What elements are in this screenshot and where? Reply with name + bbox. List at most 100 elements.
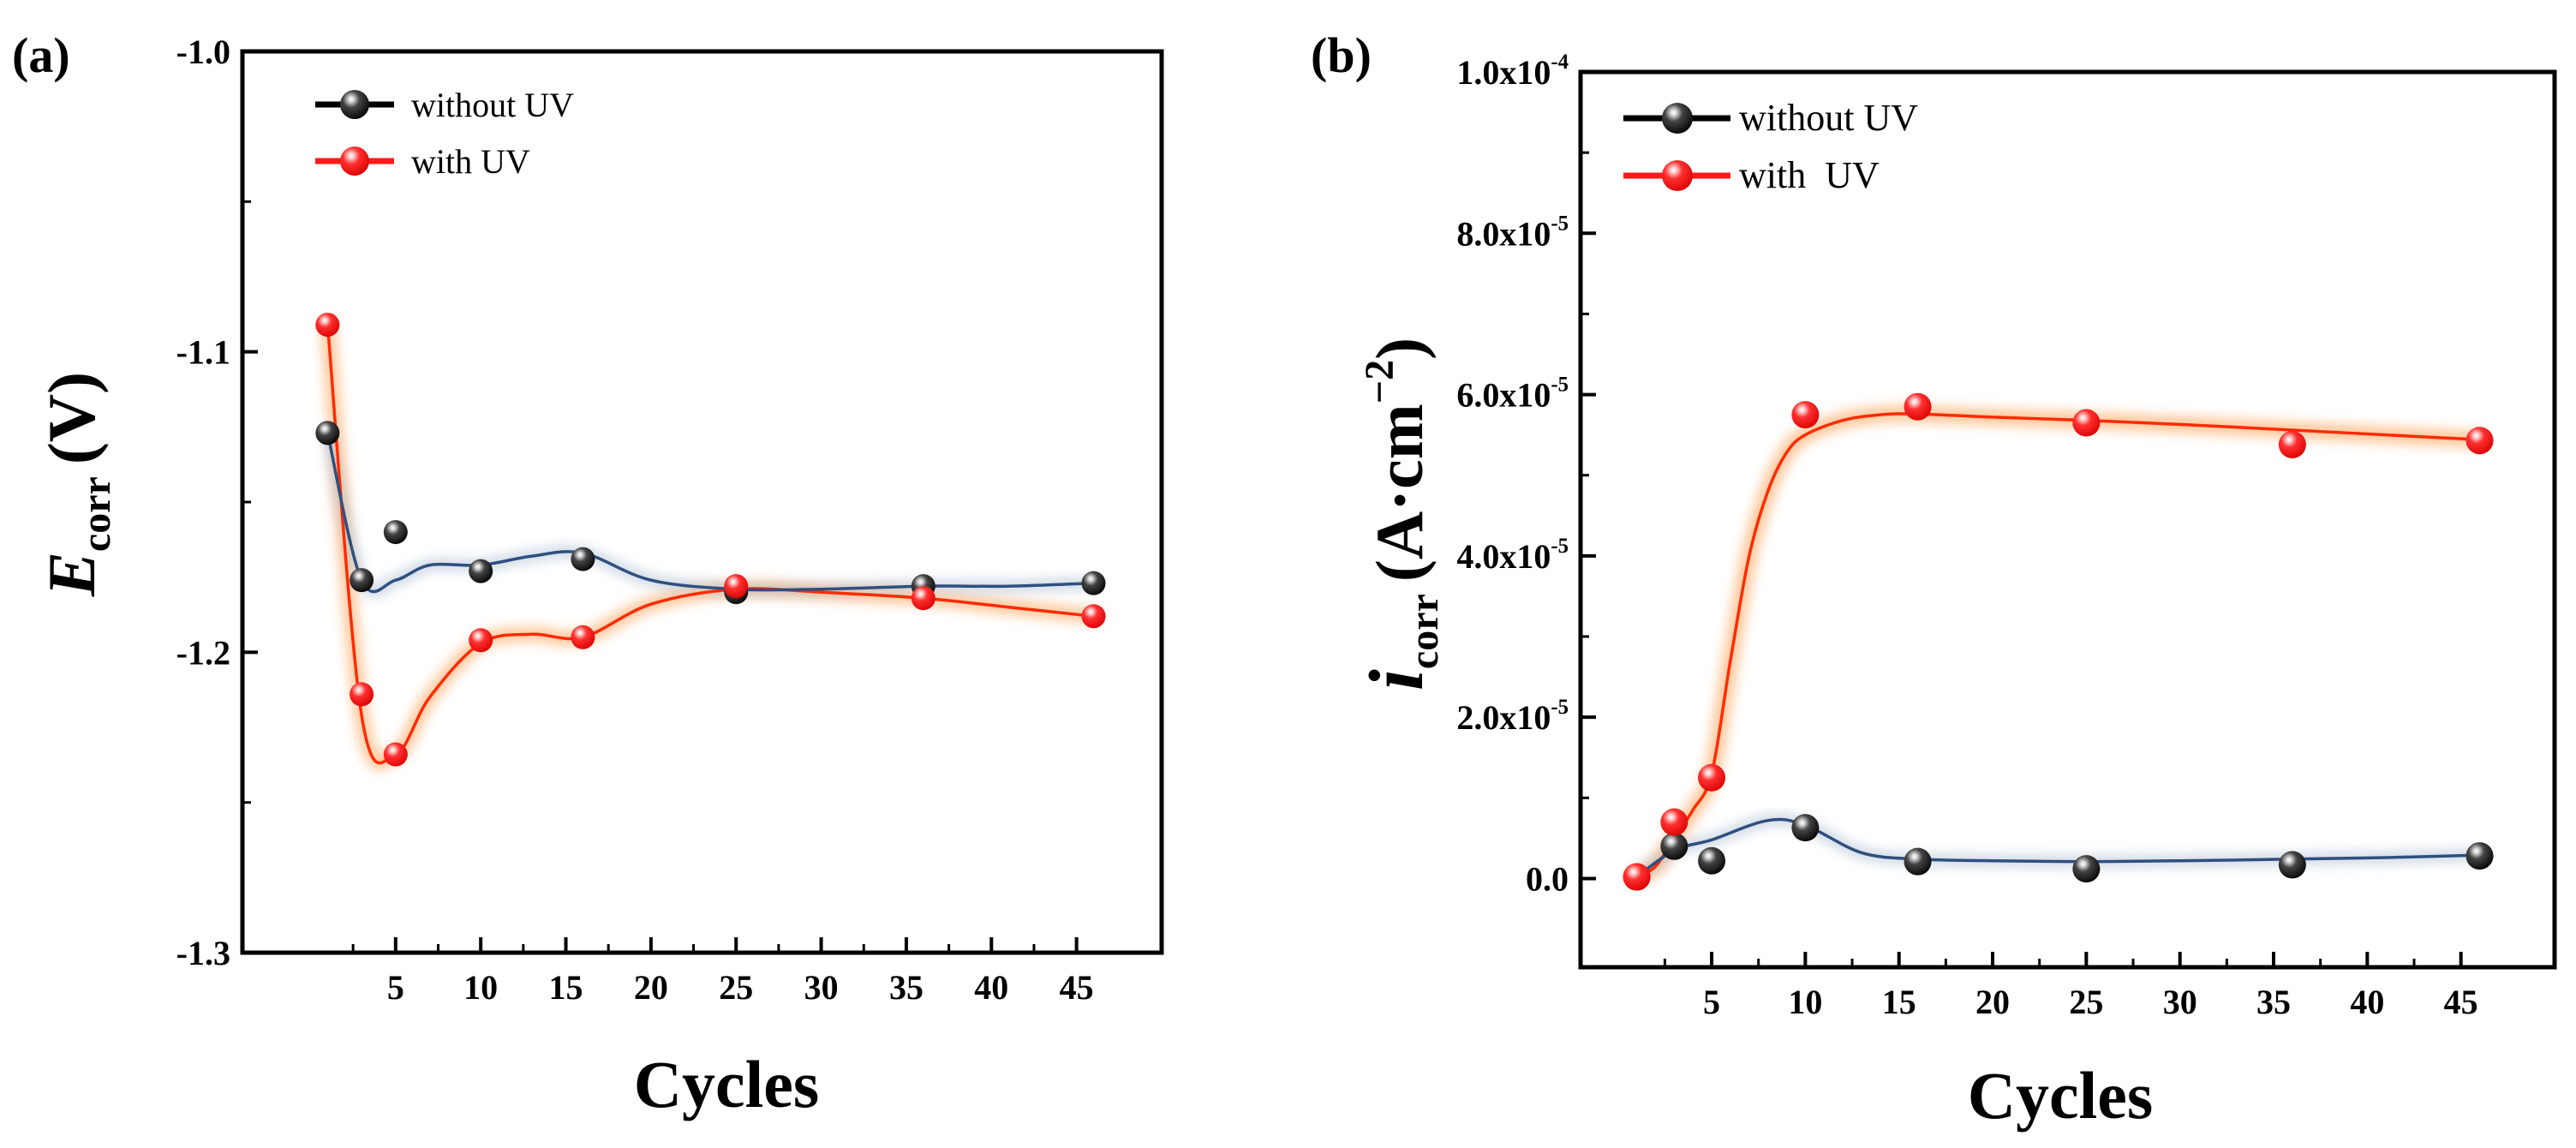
x-tick-label: 20 bbox=[634, 968, 668, 1007]
svg-text:icorr(A·cm−2): icorr (A·cm−2) bbox=[1354, 338, 1447, 691]
fit-line-with-uv bbox=[326, 323, 1096, 765]
panel-b: (b) 0.0 2.0x10-5 4.0x10-5 6.0x10-5 8.0x10-5 1… bbox=[1311, 27, 2557, 1133]
point-with-uv bbox=[724, 574, 749, 599]
y-tick-label: -1.3 bbox=[176, 934, 230, 972]
panel-a-frame bbox=[240, 49, 1164, 955]
point-with-uv bbox=[383, 742, 408, 767]
x-tick-label: 25 bbox=[719, 968, 753, 1007]
panel-b-x-ticks: 5 10 15 20 25 30 35 40 45 bbox=[1663, 952, 2478, 1021]
point-with-uv bbox=[571, 625, 595, 649]
legend-b-without-marker bbox=[1662, 103, 1693, 134]
legend-a-without-marker bbox=[340, 90, 369, 119]
point-with-uv bbox=[2465, 427, 2494, 455]
x-tick-label: 45 bbox=[2444, 983, 2478, 1021]
point-with-uv bbox=[1623, 863, 1651, 891]
point-with-uv bbox=[469, 628, 493, 653]
point-without-uv bbox=[2465, 842, 2494, 870]
panel-b-ylabel-symbol: i bbox=[1354, 669, 1439, 691]
legend-a-without: without UV bbox=[315, 86, 574, 124]
point-without-uv bbox=[1081, 571, 1106, 595]
legend-a-without-label: without UV bbox=[411, 86, 574, 124]
svg-text:Ecorr(V): Ecorr (V) bbox=[34, 372, 119, 597]
y-tick-label: -1.0 bbox=[176, 33, 230, 71]
point-with-uv bbox=[1904, 392, 1932, 421]
panel-b-x-axis-label: Cycles bbox=[1968, 1058, 2154, 1133]
x-tick-label: 35 bbox=[889, 968, 923, 1007]
legend-b-with-marker bbox=[1662, 160, 1693, 191]
x-tick-label: 25 bbox=[2069, 983, 2103, 1021]
point-with-uv bbox=[911, 586, 935, 611]
y-tick-label: 0.0 bbox=[1526, 859, 1569, 898]
x-tick-label: 20 bbox=[1975, 983, 2010, 1021]
panel-a-label: (a) bbox=[12, 27, 70, 83]
x-tick-label: 30 bbox=[2163, 983, 2197, 1021]
panel-b-label: (b) bbox=[1311, 27, 1372, 83]
point-without-uv bbox=[315, 421, 340, 445]
point-without-uv bbox=[469, 559, 493, 583]
x-tick-label: 15 bbox=[1882, 983, 1916, 1021]
fit-glow-without-uv bbox=[322, 428, 1099, 597]
x-tick-label: 10 bbox=[1788, 983, 1822, 1021]
panel-a-legend: without UV with UV bbox=[315, 86, 574, 181]
x-tick-label: 45 bbox=[1060, 968, 1094, 1007]
panel-a-x-ticks: 5 10 15 20 25 30 35 40 45 bbox=[351, 937, 1094, 1007]
panel-b-ylabel-exp: −2 bbox=[1357, 360, 1402, 404]
panel-b-y-axis-label: icorr (A·cm−2) bbox=[1354, 338, 1447, 691]
point-with-uv bbox=[1791, 401, 1820, 429]
legend-b-without: without UV bbox=[1623, 97, 1918, 139]
panel-b-ylabel-close: ) bbox=[1362, 338, 1437, 360]
y-tick-label: 8.0x10-5 bbox=[1456, 212, 1569, 253]
y-tick-label: 1.0x10-4 bbox=[1456, 51, 1569, 92]
panel-a-y-ticks: -1.3 -1.2 -1.1 -1.0 bbox=[176, 33, 258, 972]
legend-b-with-label: with UV bbox=[1739, 154, 1880, 196]
legend-b-without-label: without UV bbox=[1739, 97, 1918, 139]
point-with-uv bbox=[2278, 430, 2306, 458]
x-tick-label: 5 bbox=[387, 968, 404, 1007]
panel-a-ylabel-symbol: E bbox=[34, 552, 109, 597]
y-tick-label: 6.0x10-5 bbox=[1456, 374, 1569, 415]
point-without-uv bbox=[571, 547, 595, 571]
legend-a-with: with UV bbox=[315, 142, 530, 181]
panel-b-ylabel-unit: (A·cm bbox=[1362, 404, 1437, 582]
point-without-uv bbox=[350, 568, 374, 593]
point-without-uv bbox=[2072, 855, 2101, 883]
x-tick-label: 30 bbox=[804, 968, 839, 1007]
panel-b-legend: without UV with UV bbox=[1623, 97, 1918, 196]
fit-line-with-uv bbox=[1635, 412, 2482, 879]
panel-a-fits bbox=[320, 318, 1101, 770]
legend-a-with-marker bbox=[340, 146, 369, 176]
x-tick-label: 40 bbox=[2350, 983, 2384, 1021]
panel-b-y-ticks: 0.0 2.0x10-5 4.0x10-5 6.0x10-5 8.0x10-5 1.0x1… bbox=[1456, 51, 1596, 898]
fit-glow-with-uv bbox=[1629, 405, 2488, 885]
point-with-uv bbox=[1660, 808, 1688, 836]
y-tick-label: -1.1 bbox=[176, 333, 230, 372]
point-with-uv bbox=[1081, 604, 1106, 629]
panel-a-points bbox=[315, 313, 1106, 767]
panel-a-ylabel-sub: corr bbox=[74, 476, 119, 552]
panel-a-y-axis-label: Ecorr (V) bbox=[34, 372, 119, 597]
x-tick-label: 5 bbox=[1703, 983, 1720, 1021]
point-without-uv bbox=[1698, 846, 1726, 875]
point-without-uv bbox=[1660, 832, 1688, 860]
point-without-uv bbox=[1904, 847, 1932, 876]
x-tick-label: 40 bbox=[974, 968, 1008, 1007]
point-with-uv bbox=[315, 313, 340, 338]
panel-b-points bbox=[1623, 392, 2494, 891]
x-tick-label: 15 bbox=[549, 968, 583, 1007]
panel-a-x-axis-label: Cycles bbox=[634, 1047, 820, 1121]
y-tick-label: -1.2 bbox=[176, 633, 230, 672]
fit-glow-with-uv bbox=[320, 318, 1101, 770]
point-without-uv bbox=[2278, 851, 2306, 879]
panel-b-fits bbox=[1629, 405, 2488, 885]
panel-a: (a) -1.3 -1.2 -1.1 -1.0 5 10 15 20 25 30 35 40 45 C… bbox=[12, 27, 1164, 1121]
point-with-uv bbox=[350, 682, 374, 707]
point-without-uv bbox=[1791, 814, 1820, 842]
point-with-uv bbox=[1698, 763, 1726, 792]
point-with-uv bbox=[2072, 409, 2101, 437]
point-without-uv bbox=[383, 520, 408, 545]
legend-b-with: with UV bbox=[1623, 154, 1880, 196]
fit-glow-without-uv bbox=[1631, 814, 2485, 882]
y-tick-label: 2.0x10-5 bbox=[1456, 696, 1569, 737]
panel-b-frame bbox=[1578, 69, 2557, 970]
